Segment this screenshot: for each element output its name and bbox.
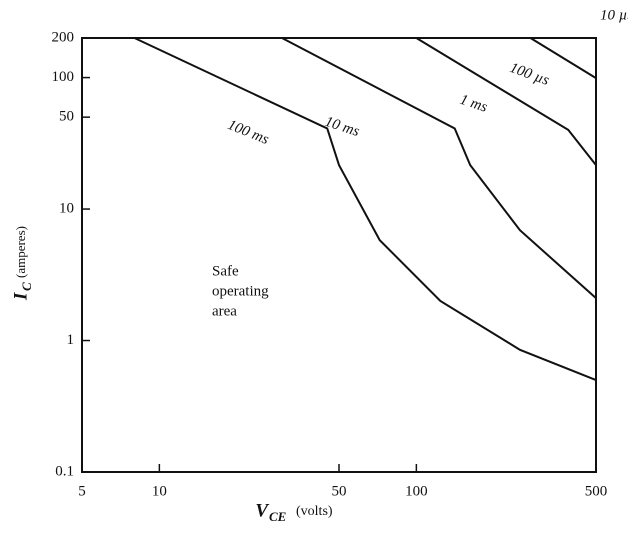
y-label-sub: C bbox=[19, 282, 34, 291]
x-tick-label: 500 bbox=[585, 483, 608, 499]
y-label: I C (amperes) bbox=[10, 226, 34, 301]
x-tick-label: 100 bbox=[405, 483, 428, 499]
x-tick-label: 50 bbox=[332, 483, 347, 499]
annotation: Safe bbox=[212, 263, 239, 279]
y-tick-label: 200 bbox=[52, 29, 75, 45]
x-tick-label: 10 bbox=[152, 483, 167, 499]
y-tick-label: 1 bbox=[67, 332, 75, 348]
x-label-sub: CE bbox=[269, 509, 287, 524]
curve-label: 100 µs bbox=[507, 60, 551, 89]
plot-frame bbox=[81, 37, 597, 473]
y-label-symbol: I bbox=[10, 292, 31, 301]
x-label-unit: (volts) bbox=[296, 504, 333, 519]
curve-label: 100 ms bbox=[225, 117, 271, 148]
x-tick-label: 5 bbox=[78, 483, 86, 499]
y-tick-label: 10 bbox=[59, 200, 74, 216]
y-label-unit: (amperes) bbox=[13, 226, 28, 278]
soa-curve bbox=[529, 37, 597, 80]
y-tick-label: 100 bbox=[52, 69, 75, 85]
annotation: area bbox=[212, 303, 237, 319]
y-tick-label: 0.1 bbox=[55, 463, 74, 479]
curve-label: 10 ms bbox=[323, 114, 362, 140]
curve-label: 1 ms bbox=[458, 92, 490, 116]
x-label-symbol: V bbox=[255, 500, 269, 521]
soa-curve bbox=[281, 37, 597, 299]
annotation: 10 µs bbox=[600, 7, 628, 23]
y-tick-label: 50 bbox=[59, 109, 74, 125]
soa-curve bbox=[134, 37, 597, 382]
annotation: operating bbox=[212, 283, 269, 299]
soa-curve bbox=[415, 37, 597, 166]
